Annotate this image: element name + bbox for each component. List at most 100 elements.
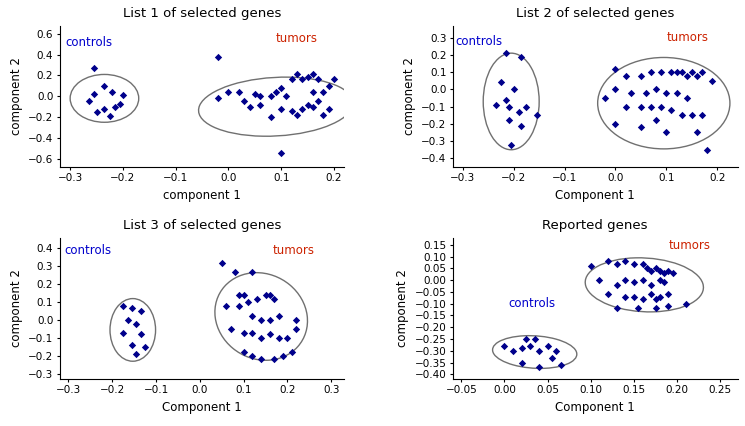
Point: [280, 93, 292, 100]
Point: [667, 270, 679, 276]
Point: [507, 348, 519, 354]
X-axis label: Component 1: Component 1: [162, 401, 242, 414]
Point: [264, 93, 276, 100]
Point: [259, 291, 271, 298]
Point: [602, 258, 614, 265]
Point: [611, 305, 623, 312]
Point: [645, 69, 657, 75]
Point: [247, 329, 259, 336]
Point: [500, 50, 512, 57]
Point: [670, 69, 682, 75]
Point: [546, 354, 558, 361]
Point: [286, 75, 298, 82]
Point: [542, 343, 554, 350]
Point: [650, 86, 662, 93]
Point: [609, 65, 621, 72]
Point: [498, 343, 510, 350]
Point: [676, 69, 688, 75]
Point: [508, 86, 520, 93]
Point: [221, 302, 232, 309]
Point: [599, 95, 611, 101]
Point: [91, 109, 103, 115]
Point: [602, 291, 614, 298]
Point: [676, 112, 688, 119]
Text: controls: controls: [64, 244, 111, 257]
Point: [654, 267, 666, 274]
Y-axis label: component 2: component 2: [396, 270, 409, 347]
Point: [659, 270, 670, 276]
Point: [650, 265, 662, 272]
Point: [249, 91, 261, 98]
Point: [681, 72, 693, 79]
Point: [516, 359, 527, 366]
Point: [516, 53, 527, 60]
Point: [256, 334, 267, 341]
Point: [619, 258, 631, 265]
Point: [505, 141, 517, 148]
Point: [619, 277, 631, 284]
Point: [117, 302, 129, 309]
Point: [323, 105, 335, 112]
Point: [98, 83, 110, 89]
Point: [323, 83, 335, 89]
Point: [317, 89, 329, 95]
Point: [264, 114, 276, 121]
Point: [594, 277, 606, 284]
Point: [662, 291, 674, 298]
Point: [224, 325, 236, 332]
Point: [650, 296, 662, 302]
Text: controls: controls: [509, 297, 556, 310]
Point: [233, 302, 245, 309]
Point: [117, 329, 129, 336]
Point: [98, 105, 110, 112]
Point: [216, 259, 228, 266]
Point: [628, 293, 640, 300]
Point: [238, 349, 250, 356]
Point: [291, 112, 303, 118]
Text: tumors: tumors: [666, 31, 708, 44]
Point: [328, 75, 340, 82]
Point: [520, 336, 532, 343]
Point: [121, 317, 133, 323]
Point: [620, 72, 632, 79]
Point: [645, 103, 657, 110]
Point: [500, 96, 512, 103]
Point: [312, 98, 324, 105]
Point: [233, 89, 245, 95]
Text: tumors: tumors: [276, 32, 318, 45]
Point: [264, 331, 276, 338]
Point: [212, 95, 224, 102]
Point: [679, 300, 691, 307]
Point: [247, 313, 259, 320]
Point: [83, 98, 95, 105]
Point: [681, 95, 693, 101]
Point: [117, 92, 129, 99]
Point: [264, 291, 276, 298]
Point: [126, 304, 138, 311]
Point: [135, 308, 147, 314]
Point: [286, 107, 298, 114]
Point: [238, 98, 250, 105]
Point: [660, 89, 672, 96]
Title: List 3 of selected genes: List 3 of selected genes: [123, 219, 281, 232]
Point: [696, 112, 708, 119]
Point: [530, 112, 542, 119]
Point: [291, 71, 303, 78]
Point: [275, 84, 287, 91]
Point: [670, 89, 682, 96]
Point: [139, 343, 151, 350]
Point: [302, 73, 314, 80]
Point: [291, 325, 302, 332]
Point: [611, 282, 623, 288]
Point: [521, 103, 533, 110]
Point: [490, 101, 502, 108]
Point: [609, 121, 621, 127]
Point: [533, 348, 545, 354]
Point: [104, 112, 115, 119]
Point: [637, 260, 649, 267]
Point: [244, 103, 256, 110]
Point: [665, 69, 677, 75]
Point: [633, 305, 644, 312]
Point: [645, 291, 657, 298]
Point: [256, 356, 267, 363]
